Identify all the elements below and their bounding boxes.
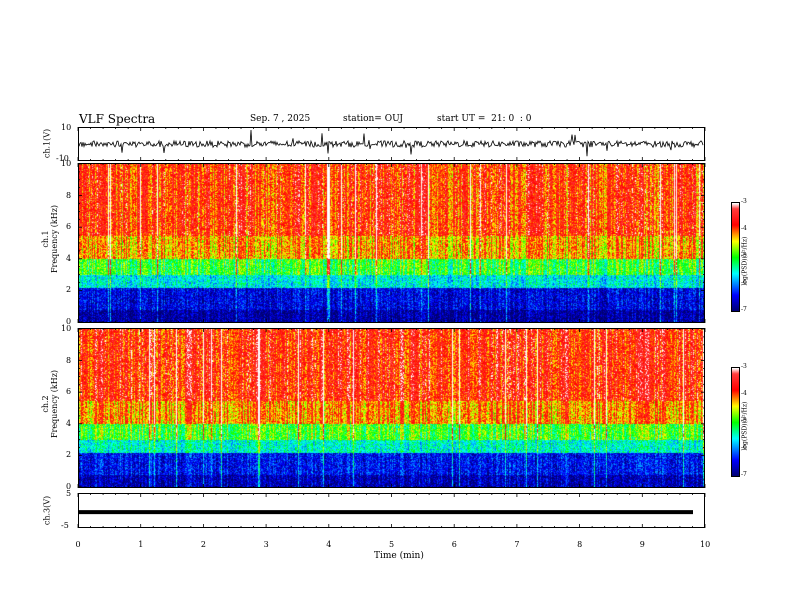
ch1-ytick-top: 10: [61, 123, 72, 132]
start-time-label: start UT = 21: 0 : 0: [437, 114, 532, 124]
x-tick-label: 2: [200, 540, 206, 549]
x-tick-label: 6: [451, 540, 457, 549]
ch1-ytick-bottom: -10: [56, 154, 69, 163]
colorbar-tick-label: -5: [741, 417, 747, 424]
ch1-colorbar: [731, 202, 740, 312]
ch3-ytick-top: 5: [66, 489, 72, 498]
x-tick-label: 9: [639, 540, 645, 549]
spec-ytick-label: 10: [61, 159, 72, 168]
colorbar-tick-label: -6: [741, 444, 747, 451]
x-tick-label: 10: [700, 540, 711, 549]
x-axis-label: Time (min): [374, 551, 424, 561]
x-tick-label: 5: [389, 540, 395, 549]
ch1-waveform-line: [78, 129, 704, 157]
colorbar-tick-label: -4: [741, 390, 747, 397]
x-tick-label: 8: [577, 540, 583, 549]
ch3-panel: [78, 493, 705, 528]
ch3-ytick-bottom: -5: [61, 521, 69, 530]
colorbar-tick-label: -4: [741, 225, 747, 232]
ch1-waveform-panel: [78, 127, 705, 161]
ch2-spectrogram-panel: [78, 328, 705, 488]
figure-title: VLF Spectra: [79, 112, 156, 126]
ch1-waveform-plot: [78, 129, 704, 157]
spec-ytick-label: 6: [66, 387, 72, 397]
colorbar-tick-label: -3: [741, 198, 747, 205]
spec-ytick-label: 4: [66, 418, 72, 428]
ch2-colorbar: [731, 367, 740, 477]
spec-ytick-label: 2: [66, 285, 72, 295]
colorbar-tick-label: -6: [741, 279, 747, 286]
x-tick-label: 7: [514, 540, 520, 549]
date-label: Sep. 7 , 2025: [250, 114, 311, 124]
x-tick-label: 4: [326, 540, 332, 549]
spec-ytick-label: 0: [66, 317, 72, 326]
spec-ytick-label: 4: [66, 253, 72, 263]
colorbar-tick-label: -7: [741, 306, 747, 313]
ch2-spectrogram-image: [79, 329, 704, 487]
spec-ytick-label: 0: [66, 482, 72, 491]
spec-ytick-label: 10: [61, 324, 72, 333]
station-label: station= OUJ: [343, 114, 404, 124]
x-tick-label: 3: [263, 540, 269, 549]
spec-ytick-label: 2: [66, 450, 72, 460]
spec-ytick-label: 8: [66, 190, 72, 200]
colorbar-tick-label: -7: [741, 471, 747, 478]
colorbar-tick-label: -5: [741, 252, 747, 259]
x-tick-label: 1: [138, 540, 144, 549]
colorbar-tick-label: -3: [741, 363, 747, 370]
spec-ytick-label: 8: [66, 355, 72, 365]
spec-ytick-label: 6: [66, 222, 72, 232]
x-tick-label: 0: [75, 540, 81, 549]
ch1-spectrogram-image: [79, 164, 704, 322]
ch3-plot: [79, 510, 693, 515]
